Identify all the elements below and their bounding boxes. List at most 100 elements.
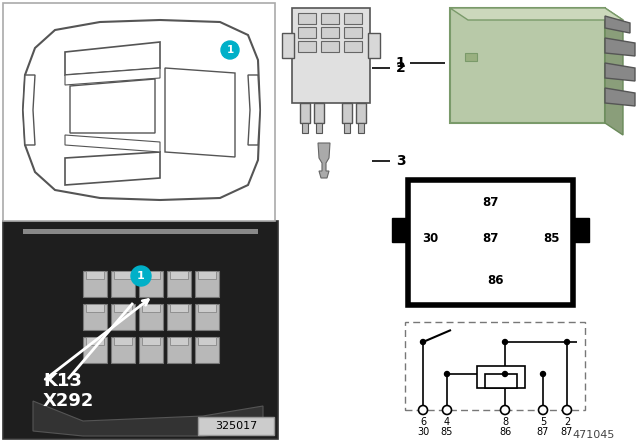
Bar <box>298 13 316 24</box>
Bar <box>344 13 362 24</box>
Polygon shape <box>605 88 635 106</box>
Text: 2: 2 <box>564 417 570 427</box>
Bar <box>3 221 278 439</box>
Polygon shape <box>23 75 35 145</box>
Polygon shape <box>318 143 330 178</box>
Text: 1: 1 <box>227 45 234 55</box>
Bar <box>316 123 322 133</box>
Polygon shape <box>165 68 235 157</box>
Bar <box>195 337 219 363</box>
Text: 87: 87 <box>482 232 498 245</box>
Circle shape <box>502 340 508 345</box>
Bar <box>114 304 132 312</box>
FancyBboxPatch shape <box>450 8 605 123</box>
Bar <box>358 123 364 133</box>
Text: 85: 85 <box>543 232 559 245</box>
Polygon shape <box>392 218 408 242</box>
Bar <box>3 3 275 221</box>
Bar <box>300 103 310 123</box>
Text: 87: 87 <box>482 195 498 208</box>
Polygon shape <box>65 42 160 75</box>
Text: 87: 87 <box>561 427 573 437</box>
Circle shape <box>442 405 451 414</box>
Bar <box>139 337 163 363</box>
Text: 30: 30 <box>417 427 429 437</box>
Polygon shape <box>23 20 260 200</box>
Bar <box>167 337 191 363</box>
Circle shape <box>538 405 547 414</box>
Polygon shape <box>605 63 635 81</box>
Bar <box>485 374 517 388</box>
Bar <box>198 304 216 312</box>
Bar <box>86 271 104 279</box>
Bar <box>142 337 160 345</box>
Bar <box>302 123 308 133</box>
Bar <box>465 53 477 61</box>
Bar <box>368 33 380 58</box>
Bar <box>167 271 191 297</box>
Circle shape <box>564 340 570 345</box>
Bar <box>83 337 107 363</box>
Text: K13: K13 <box>44 372 83 390</box>
Bar <box>314 103 324 123</box>
Polygon shape <box>70 79 155 133</box>
Bar <box>198 337 216 345</box>
Bar <box>298 27 316 38</box>
Bar <box>23 229 258 234</box>
Bar <box>86 304 104 312</box>
Polygon shape <box>65 135 160 152</box>
Circle shape <box>500 405 509 414</box>
Text: 85: 85 <box>441 427 453 437</box>
Text: 6: 6 <box>420 417 426 427</box>
Bar <box>321 41 339 52</box>
Circle shape <box>419 405 428 414</box>
Bar <box>83 271 107 297</box>
Text: 5: 5 <box>540 417 546 427</box>
Circle shape <box>502 371 508 376</box>
Bar <box>83 304 107 330</box>
Polygon shape <box>605 16 630 33</box>
Polygon shape <box>450 8 623 20</box>
Bar <box>344 41 362 52</box>
Bar <box>298 41 316 52</box>
Circle shape <box>563 405 572 414</box>
Text: 1: 1 <box>137 271 145 281</box>
Bar <box>111 304 135 330</box>
Text: X292: X292 <box>42 392 93 410</box>
Bar <box>198 417 274 435</box>
Bar <box>344 123 350 133</box>
Polygon shape <box>65 152 160 185</box>
Text: 471045: 471045 <box>573 430 615 440</box>
Text: 3: 3 <box>396 154 406 168</box>
Bar <box>142 271 160 279</box>
Bar <box>321 13 339 24</box>
Bar <box>198 271 216 279</box>
Circle shape <box>131 266 151 286</box>
Polygon shape <box>33 401 263 436</box>
Bar <box>111 337 135 363</box>
Circle shape <box>541 371 545 376</box>
Text: 1: 1 <box>396 56 405 70</box>
Circle shape <box>221 41 239 59</box>
Polygon shape <box>573 218 589 242</box>
Bar <box>139 271 163 297</box>
Bar <box>139 304 163 330</box>
Bar <box>114 271 132 279</box>
Bar <box>114 337 132 345</box>
Bar <box>111 271 135 297</box>
Bar <box>167 304 191 330</box>
Bar <box>356 103 366 123</box>
Bar <box>86 337 104 345</box>
Polygon shape <box>65 68 160 85</box>
Bar <box>170 337 188 345</box>
Bar <box>342 103 352 123</box>
Bar <box>282 33 294 58</box>
Bar <box>405 322 585 410</box>
Text: 8: 8 <box>502 417 508 427</box>
Bar <box>195 271 219 297</box>
Bar <box>344 27 362 38</box>
Bar <box>408 180 573 305</box>
Text: 325017: 325017 <box>215 421 257 431</box>
Polygon shape <box>605 8 623 135</box>
Text: 86: 86 <box>499 427 511 437</box>
